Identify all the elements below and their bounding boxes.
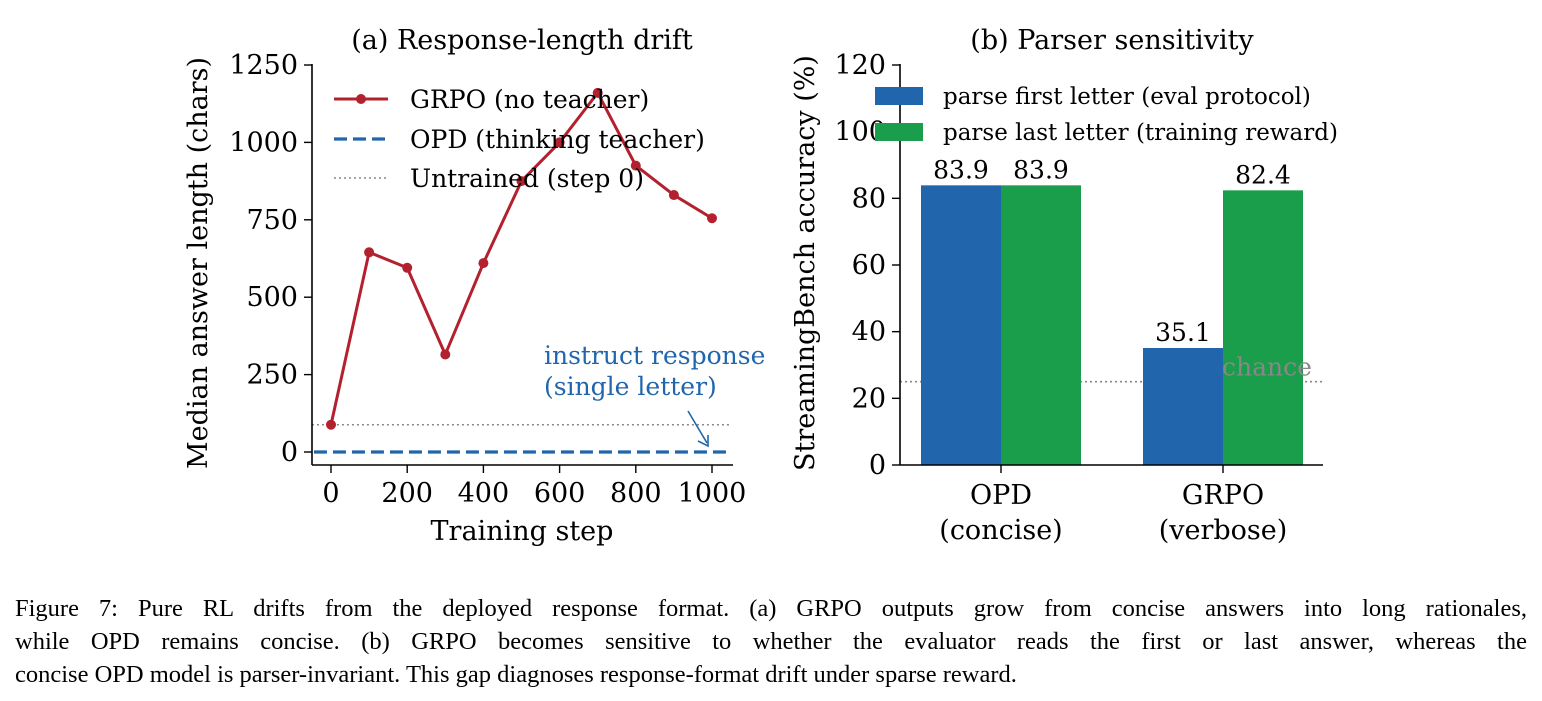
x-tick-label: GRPO (1182, 480, 1264, 511)
first-letter-bar (921, 185, 1001, 466)
grpo-point (592, 87, 603, 98)
bar-value-label: 35.1 (1155, 318, 1211, 347)
x-tick-label: 200 (381, 478, 433, 509)
caption-line-1: Figure 7: Pure RL drifts from the deploy… (15, 595, 1527, 622)
y-tick-label: 500 (246, 282, 298, 313)
x-tick-label: 400 (458, 478, 510, 509)
chance-label: chance (1222, 353, 1312, 382)
grpo-point (630, 160, 641, 171)
annotation-arrow (687, 410, 709, 448)
legend-first-letter-swatch (875, 87, 923, 105)
x-tick-label: 800 (610, 478, 662, 509)
legend-grpo-label: GRPO (no teacher) (410, 85, 649, 114)
panel-a-plot-area (311, 87, 732, 454)
instruct-response-annotation: instruct response (single letter) (544, 341, 765, 448)
grpo-point (554, 137, 565, 148)
y-tick-label: 60 (852, 250, 886, 281)
x-tick-label: (verbose) (1159, 515, 1288, 546)
y-tick-label: 250 (246, 360, 298, 391)
grpo-point (402, 262, 413, 273)
y-tick-label: 0 (869, 450, 886, 481)
panel-a-y-axis-label: Median answer length (chars) (183, 57, 214, 469)
panel-a-title: (a) Response-length drift (351, 25, 693, 56)
caption-line-2: while OPD remains concise. (b) GRPO beco… (15, 628, 1527, 655)
bar-value-label: 83.9 (933, 155, 989, 184)
x-tick-label: 1000 (678, 478, 747, 509)
x-tick-label: 600 (534, 478, 586, 509)
y-tick-label: 0 (281, 437, 298, 468)
legend-opd-label: OPD (thinking teacher) (410, 125, 705, 154)
y-tick-label: 1250 (229, 50, 298, 81)
y-tick-label: 40 (852, 317, 886, 348)
last-letter-bar (1223, 190, 1303, 466)
annotation-line-1: instruct response (544, 341, 765, 370)
caption-line-3: concise OPD model is parser-invariant. T… (15, 661, 1017, 688)
panel-a-legend: GRPO (no teacher) OPD (thinking teacher) U… (334, 85, 705, 193)
x-tick-label: OPD (970, 480, 1032, 511)
panel-b-plot-area: 83.9 35.1 83.9 82.4 chance (900, 155, 1323, 466)
first-letter-bar (1143, 348, 1223, 465)
bar-value-label: 82.4 (1235, 160, 1291, 189)
grpo-point (364, 247, 375, 258)
legend-first-letter-label: parse first letter (eval protocol) (943, 84, 1311, 110)
panel-b-legend: parse first letter (eval protocol) parse … (875, 84, 1338, 146)
legend-untrained-label: Untrained (step 0) (410, 164, 644, 193)
y-tick-label: 120 (834, 50, 886, 81)
panel-b-bar-chart: (b) Parser sensitivity StreamingBench ac… (790, 25, 1338, 546)
y-tick-label: 1000 (229, 127, 298, 158)
grpo-point (478, 258, 489, 269)
grpo-point (326, 419, 336, 430)
grpo-point (440, 349, 451, 360)
figure: (a) Response-length drift Median answer … (183, 25, 1338, 547)
x-tick-label: 0 (322, 478, 339, 509)
y-tick-label: 80 (852, 183, 886, 214)
annotation-line-2: (single letter) (544, 372, 717, 401)
panel-a-ticks: 0 250 500 750 1000 1250 0 200 400 600 800 1000 (229, 50, 746, 509)
figure-caption: Figure 7: Pure RL drifts from the deploy… (15, 592, 1527, 691)
bar-value-label: 83.9 (1013, 155, 1069, 184)
legend-grpo-marker (356, 94, 366, 104)
legend-last-letter-swatch (875, 123, 923, 141)
y-tick-label: 750 (246, 205, 298, 236)
panel-a-x-axis-label: Training step (431, 516, 614, 547)
legend-last-letter-label: parse last letter (training reward) (943, 120, 1338, 146)
panel-b-y-axis-label: StreamingBench accuracy (%) (790, 55, 821, 471)
panel-a-line-chart: (a) Response-length drift Median answer … (183, 25, 765, 547)
last-letter-bar (1001, 185, 1081, 466)
y-tick-label: 20 (852, 383, 886, 414)
grpo-point (668, 190, 679, 201)
x-tick-label: (concise) (939, 515, 1062, 546)
grpo-point (707, 213, 717, 224)
panel-b-title: (b) Parser sensitivity (970, 25, 1254, 56)
grpo-point (516, 176, 527, 187)
